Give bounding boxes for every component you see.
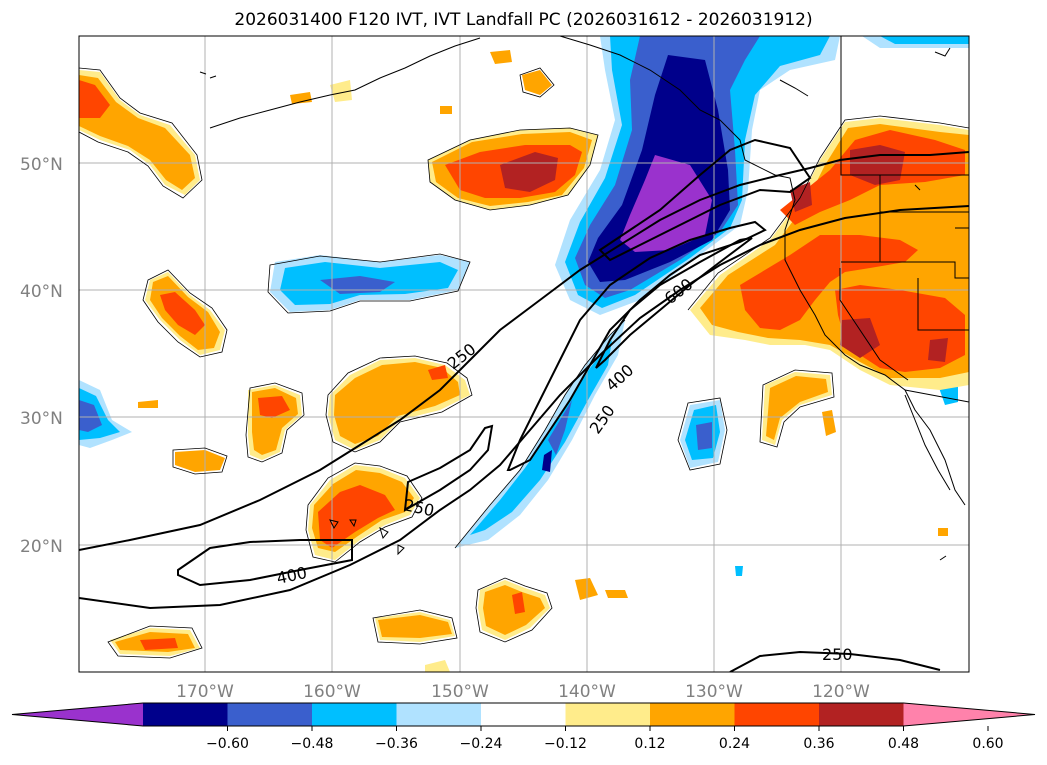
lon-label-150: 150°W [431,682,489,702]
colorbar-tick-label: 0.48 [888,736,919,752]
colorbar-segment [143,703,228,726]
lat-label-40: 40°N [20,282,63,302]
colorbar-segment [481,703,566,726]
contour-400-southwest [177,539,353,587]
colorbar-outline [11,702,1036,727]
lon-label-140: 140°W [558,682,616,702]
colorbar-tick-label: −0.36 [375,736,418,752]
positive-anomaly-shading [79,50,969,672]
contour-250-island [403,424,494,512]
lon-label-120: 120°W [812,682,870,702]
lon-label-170: 170°W [176,682,234,702]
latitude-labels: 50°N 40°N 30°N 20°N [20,155,63,557]
colorbar: −0.60 −0.48 −0.36 −0.24 −0.12 0.12 0.24 0.36 0.4… [11,702,1036,752]
contour-250-outer [79,151,969,551]
contour-label-250-bottom: 250 [822,645,853,664]
colorbar-tick-label: −0.24 [460,736,503,752]
colorbar-tick-label: 0.60 [972,736,1003,752]
contour-600-alaska [598,138,812,262]
lon-label-160: 160°W [303,682,361,702]
colorbar-tick-label: −0.48 [291,736,334,752]
map-title: 2026031400 F120 IVT, IVT Landfall PC (20… [234,10,813,30]
map-frame [78,35,970,673]
colorbar-segment [227,703,313,726]
ivt-contours [79,138,969,672]
colorbar-extend-max [903,703,1035,726]
colorbar-segment [734,703,820,726]
longitude-labels: 170°W 160°W 150°W 140°W 130°W 120°W [176,682,870,702]
contour-250-east [729,650,941,672]
colorbar-segment [819,703,904,726]
colorbar-segment [565,703,651,726]
anomaly-outlines [79,67,969,659]
lon-label-130: 130°W [685,682,743,702]
contour-600 [595,237,753,369]
colorbar-tick-label: 0.24 [719,736,750,752]
colorbar-tick-label: −0.12 [544,736,587,752]
colorbar-tick-label: −0.60 [206,736,249,752]
colorbar-tick-label: 0.36 [803,736,834,752]
colorbar-segment [650,703,735,726]
lat-label-30: 30°N [20,409,63,429]
contour-400-main [506,220,767,471]
map-panel: 250 600 400 250 250 400 250 [79,36,969,672]
colorbar-segment [396,703,482,726]
lat-label-50: 50°N [20,155,63,175]
colorbar-extend-min [12,703,143,726]
colorbar-segment [312,703,397,726]
coastlines [199,36,969,561]
colorbar-tick-label: 0.12 [634,736,665,752]
lat-label-20: 20°N [20,537,63,557]
contour-250-inner [79,205,969,610]
